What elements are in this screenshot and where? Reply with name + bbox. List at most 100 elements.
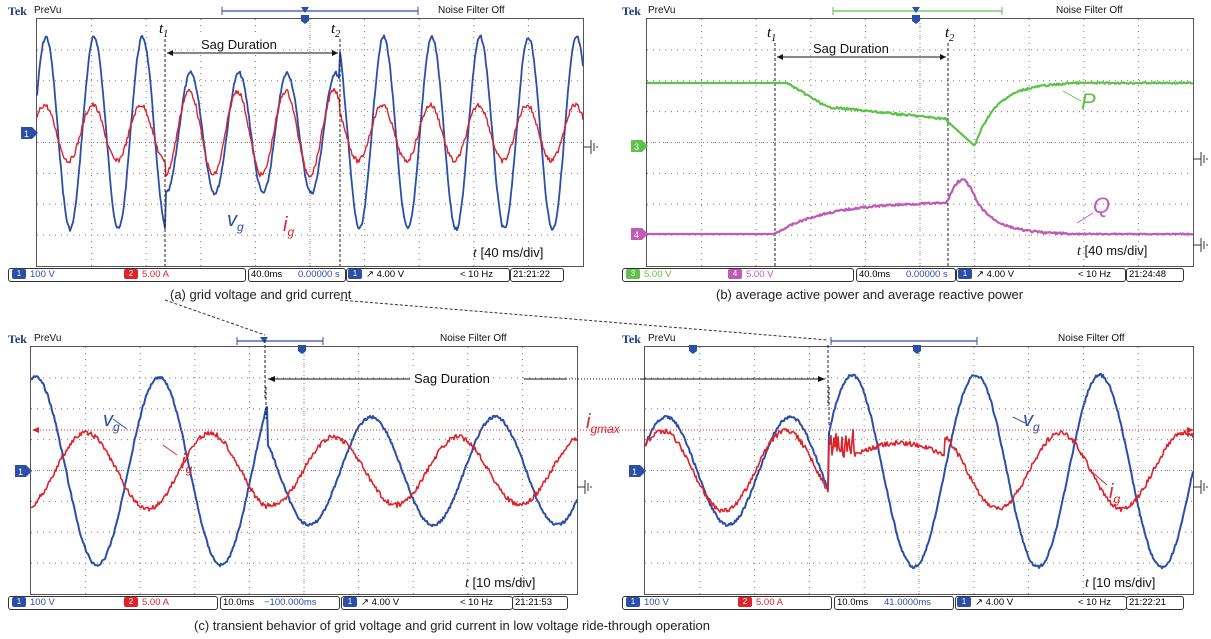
t1-text: t bbox=[767, 25, 772, 41]
ch1-scale-text: 100 V bbox=[30, 269, 55, 280]
vg-label: vg bbox=[227, 209, 244, 234]
ch1-marker-shape bbox=[21, 127, 38, 139]
zoom-link-1 bbox=[164, 299, 266, 336]
waveform-plot: 34 bbox=[631, 7, 1208, 266]
waveform-screen: 1 vg ig t [10 ms/div] bbox=[629, 337, 1208, 595]
ig-text: i bbox=[181, 451, 186, 473]
trigger-level: 4.00 V bbox=[371, 597, 400, 608]
clock-value: 21:21:22 bbox=[513, 269, 550, 280]
t1-sub: 1 bbox=[163, 29, 169, 40]
ch2-badge: 2 bbox=[124, 597, 138, 608]
noise-filter-label: Noise Filter Off bbox=[1058, 333, 1125, 344]
t2-text: t bbox=[331, 21, 336, 37]
ground-symbol bbox=[583, 140, 598, 154]
vg-sub: g bbox=[237, 220, 244, 234]
status-channels-box bbox=[8, 596, 218, 610]
time-div-text: [40 ms/div] bbox=[1084, 243, 1148, 258]
trigger-t-marker bbox=[298, 345, 306, 354]
ch1-badge: 1 bbox=[12, 269, 26, 280]
ch2-scale: 2 5.00 A bbox=[124, 269, 169, 280]
sag-duration-label: Sag Duration bbox=[199, 37, 279, 52]
position-value: 41.0000ms bbox=[884, 597, 932, 608]
clock-value: 21:21:53 bbox=[515, 597, 552, 608]
ch3-marker-shape bbox=[631, 140, 648, 152]
ig-text: i bbox=[1109, 481, 1114, 503]
trigger-pos-marker bbox=[260, 337, 268, 343]
ground-symbol-3 bbox=[1193, 152, 1208, 166]
ch4-marker: 4 bbox=[631, 228, 648, 240]
ig-label: ig bbox=[1109, 481, 1120, 506]
timebase-value: 10.0ms bbox=[837, 597, 869, 608]
ch2-scale-text: 5.00 A bbox=[756, 597, 783, 608]
tek-logo: Tek bbox=[622, 4, 641, 18]
igmax-sub: gmax bbox=[590, 422, 620, 436]
caption-b: (b) average active power and average rea… bbox=[716, 287, 1024, 302]
freq-value: < 10 Hz bbox=[460, 269, 494, 280]
timebase-value: 40.0ms bbox=[859, 269, 891, 280]
ch3-scale-text: 5.00 V bbox=[644, 269, 672, 280]
ch2-scale: 2 5.00 A bbox=[124, 597, 169, 608]
ig-pointer bbox=[1092, 472, 1108, 486]
ch2-scale-text: 5.00 A bbox=[142, 269, 169, 280]
time-div-text: [10 ms/div] bbox=[472, 575, 536, 590]
ground-symbol-4 bbox=[1193, 238, 1208, 252]
ch1-badge: 1 bbox=[626, 597, 640, 608]
timebase-box bbox=[248, 268, 346, 282]
t1-sub: 1 bbox=[771, 33, 777, 44]
ch4-scale: 4 5.00 V bbox=[728, 269, 773, 280]
freq-value: < 10 Hz bbox=[1078, 269, 1112, 280]
ig-text: i bbox=[283, 214, 288, 236]
status-bar: 1 100 V 2 5.00 A 10.0ms 41.0000ms 1 ↗ 4.00 … bbox=[622, 596, 1202, 610]
ch1-scale: 1 100 V bbox=[12, 597, 55, 608]
prevu-label: PreVu bbox=[34, 333, 62, 344]
scope-header: Tek PreVu Noise Filter Off bbox=[622, 4, 1202, 18]
ch1-marker-text: 1 bbox=[24, 129, 29, 139]
time-div-label: t [10 ms/div] bbox=[1085, 575, 1155, 592]
clock-box bbox=[512, 596, 568, 610]
time-div-label: t [40 ms/div] bbox=[473, 245, 543, 262]
vg-trace bbox=[644, 372, 1194, 570]
ground-symbol bbox=[1193, 480, 1208, 494]
ig-sub: g bbox=[185, 462, 193, 476]
igmax-label: igmax bbox=[586, 411, 620, 436]
sag-arrow-left bbox=[777, 54, 783, 60]
trigger-ch-badge: 1 bbox=[348, 269, 362, 280]
status-bar: 1 100 V 2 5.00 A 40.0ms 0.00000 s 1 ↗ 4.00 … bbox=[8, 268, 583, 282]
position-value: 0.00000 s bbox=[298, 269, 340, 280]
noise-filter-label: Noise Filter Off bbox=[440, 333, 507, 344]
sag-arrow-right bbox=[332, 50, 338, 56]
waveform-screen: 1 Sag Duration t1 t2 vg ig t [40 ms/div] bbox=[21, 7, 598, 267]
ch2-scale-text: 5.00 A bbox=[142, 597, 169, 608]
clock-box bbox=[1126, 596, 1184, 610]
vg-text: v bbox=[1023, 409, 1033, 431]
trigger-t-marker bbox=[912, 15, 920, 24]
timebase-box bbox=[856, 268, 956, 282]
t2-label: t2 bbox=[331, 21, 340, 40]
t1-text: t bbox=[159, 21, 164, 37]
ig-trace bbox=[36, 87, 584, 178]
t2-label: t2 bbox=[945, 25, 954, 44]
vg-text: v bbox=[103, 409, 113, 431]
trigger-t-marker bbox=[689, 345, 697, 354]
t2-text: t bbox=[945, 25, 950, 41]
position-value: 0.00000 s bbox=[906, 269, 948, 280]
tek-logo: Tek bbox=[8, 332, 27, 346]
t1-label: t1 bbox=[767, 25, 776, 44]
waveform-plot: 1 bbox=[629, 337, 1208, 594]
trigger-value: 1 ↗ 4.00 V bbox=[343, 597, 399, 608]
scope-header: Tek PreVu Noise Filter Off bbox=[622, 332, 1202, 346]
t-italic: t bbox=[1077, 244, 1081, 259]
freq-value: < 10 Hz bbox=[460, 597, 494, 608]
ch4-scale-text: 5.00 V bbox=[746, 269, 774, 280]
clock-box bbox=[510, 268, 564, 282]
tek-logo: Tek bbox=[622, 332, 641, 346]
vg-text: v bbox=[227, 209, 237, 231]
ch2-badge: 2 bbox=[738, 597, 752, 608]
scope-panel-a: Tek PreVu Noise Filter Off 1 Sag Duratio… bbox=[8, 4, 598, 286]
clock-value: 21:22:21 bbox=[1129, 597, 1166, 608]
trigger-level: 4.00 V bbox=[985, 597, 1014, 608]
ch1-marker-text: 1 bbox=[632, 467, 637, 477]
timebase-box bbox=[220, 596, 340, 610]
graticule bbox=[645, 347, 1193, 594]
